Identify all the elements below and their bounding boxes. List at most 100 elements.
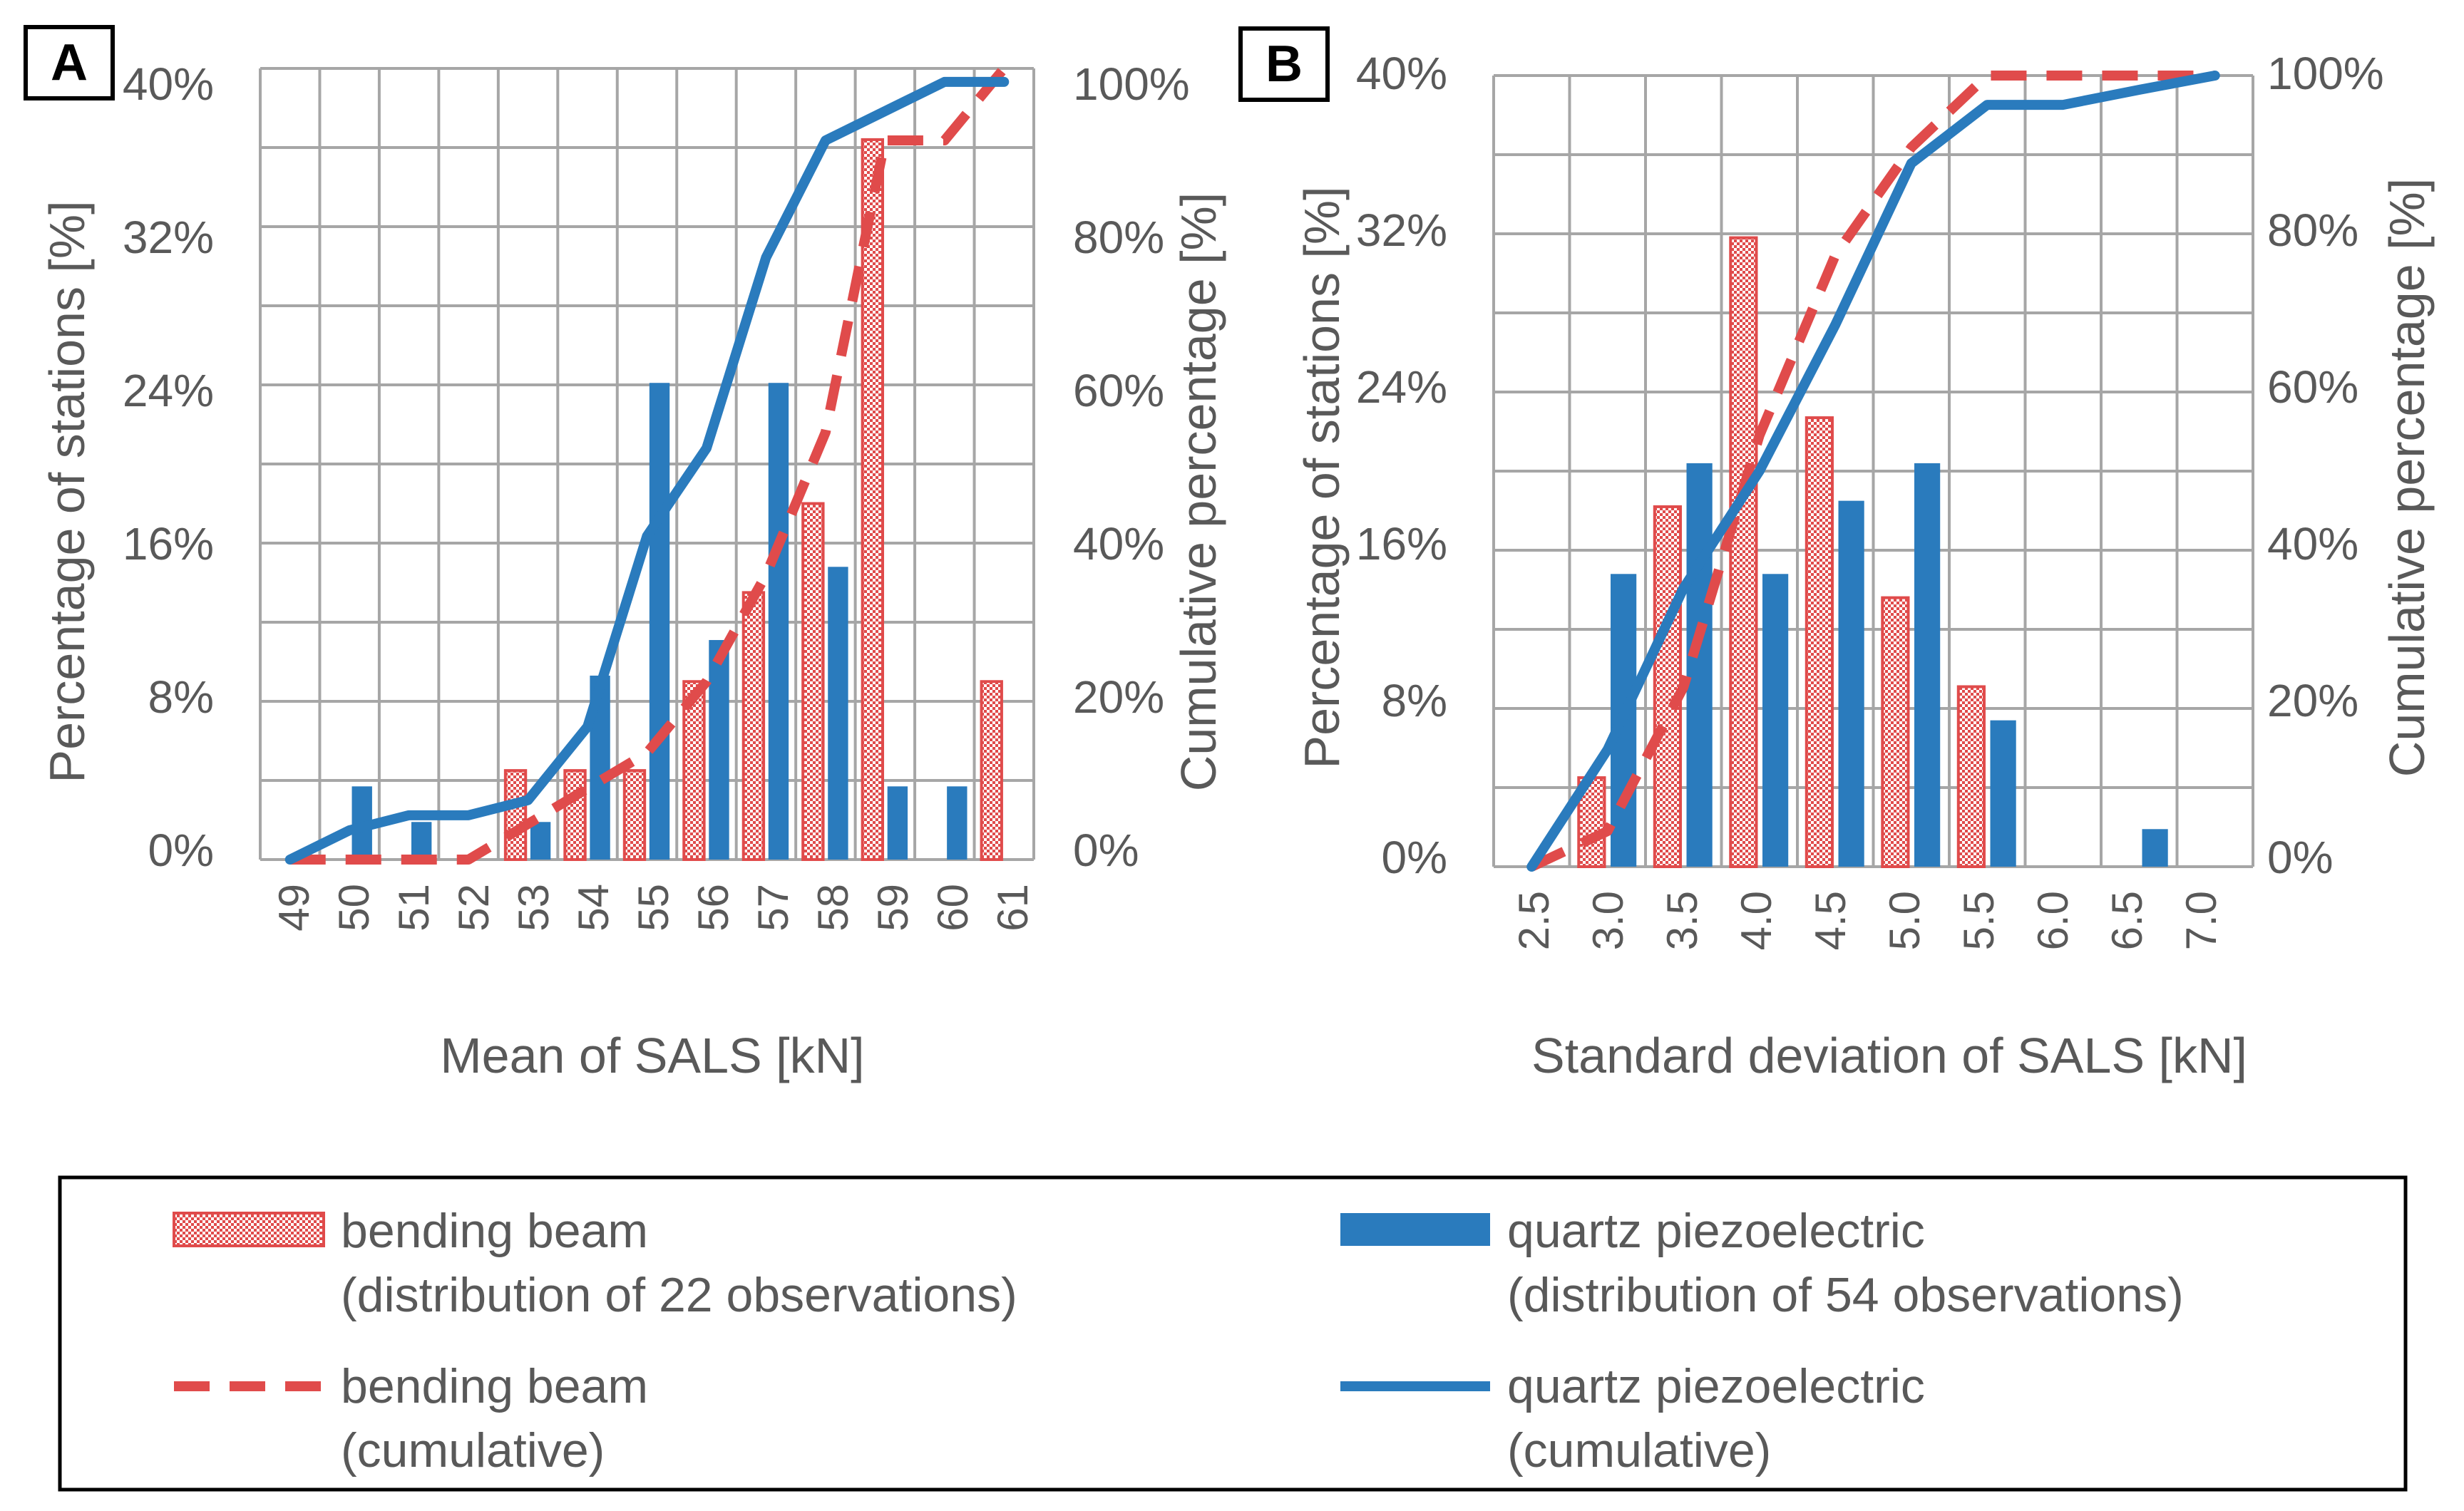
category-label: 5.0 (1881, 891, 1929, 950)
panel-a-bars (351, 138, 1003, 861)
bar-bending-beam (1653, 505, 1682, 868)
right-tick-label: 40% (2267, 518, 2358, 569)
bar-bending-beam (801, 502, 825, 861)
panel-a-category-labels: 49 50 51 52 53 54 55 56 57 58 59 60 61 (270, 884, 1037, 932)
left-axis-label: Percentage of stations [%] (1294, 186, 1350, 768)
legend-label-quartz-distribution: quartz piezoelectric (1507, 1204, 1925, 1258)
category-label: 56 (689, 884, 737, 932)
panel-a-left-ticks: 0% 8% 16% 24% 32% 40% (123, 58, 214, 876)
bar-quartz-piezoelectric (649, 383, 670, 860)
bar-quartz-piezoelectric (1762, 574, 1789, 867)
right-tick-label: 100% (1073, 58, 1190, 110)
left-tick-label: 40% (1356, 48, 1447, 99)
panel-letter: A (51, 34, 88, 91)
panel-b-right-ticks: 0% 20% 40% 60% 80% 100% (2267, 48, 2384, 883)
panel-b: 0% 8% 16% 24% 32% 40% 0% 20% 40% 60% 80%… (1238, 26, 2435, 1083)
category-label: 60 (929, 884, 977, 932)
bar-bending-beam (622, 769, 647, 861)
left-tick-label: 24% (123, 365, 214, 416)
right-tick-label: 0% (1073, 825, 1139, 876)
bar-quartz-piezoelectric (1838, 500, 1864, 867)
panel-a: 0% 8% 16% 24% 32% 40% 0% 20% 40% 60% 80%… (24, 25, 1226, 1083)
panel-letter: B (1266, 36, 1303, 93)
bar-quartz-piezoelectric (1914, 463, 1941, 867)
x-axis-label: Standard deviation of SALS [kN] (1531, 1028, 2247, 1083)
right-tick-label: 100% (2267, 48, 2384, 99)
bar-bending-beam (503, 769, 528, 861)
bar-quartz-piezoelectric (887, 786, 908, 860)
category-label: 6.0 (2029, 891, 2077, 950)
category-label: 6.5 (2103, 891, 2151, 950)
panel-b-category-labels: 2.5 3.0 3.5 4.0 4.5 5.0 5.5 6.0 6.5 7.0 (1510, 891, 2225, 950)
panel-b-lines (1526, 71, 2220, 872)
category-label: 57 (749, 884, 797, 932)
left-tick-label: 8% (1382, 675, 1448, 726)
bar-quartz-piezoelectric (530, 822, 551, 860)
right-tick-label: 20% (2267, 675, 2358, 726)
right-tick-label: 60% (1073, 365, 1164, 416)
category-label: 7.0 (2177, 891, 2225, 950)
right-tick-label: 60% (2267, 361, 2358, 413)
bar-bending-beam (563, 769, 587, 861)
legend-sublabel-quartz-cumulative: (cumulative) (1507, 1423, 1771, 1478)
category-label: 3.5 (1658, 891, 1706, 950)
category-label: 2.5 (1510, 891, 1558, 950)
left-tick-label: 16% (123, 518, 214, 569)
panel-letter-box (24, 25, 115, 100)
panel-a-right-ticks: 0% 20% 40% 60% 80% 100% (1073, 58, 1190, 876)
right-tick-label: 80% (2267, 205, 2358, 256)
bar-bending-beam (1956, 685, 1986, 868)
panel-b-left-ticks: 0% 8% 16% 24% 32% 40% (1356, 48, 1447, 883)
panel-letter-box (1238, 26, 1330, 102)
x-axis-label: Mean of SALS [kN] (440, 1028, 864, 1083)
legend-sublabel-bending-beam-distribution: (distribution of 22 observations) (341, 1268, 1017, 1322)
bar-quartz-piezoelectric (2142, 829, 2168, 867)
right-tick-label: 20% (1073, 671, 1164, 723)
bar-bending-beam (1729, 236, 1758, 868)
category-label: 49 (270, 884, 318, 932)
category-label: 52 (450, 884, 498, 932)
left-axis-label: Percentage of stations [%] (39, 200, 95, 783)
bar-bending-beam (1805, 416, 1834, 868)
bar-quartz-piezoelectric (768, 383, 789, 860)
bar-quartz-piezoelectric (828, 567, 848, 860)
legend-label-quartz-cumulative: quartz piezoelectric (1507, 1359, 1925, 1413)
legend-label-bending-beam-distribution: bending beam (341, 1204, 648, 1258)
right-axis-label: Cumulative percentage [%] (2379, 178, 2435, 777)
right-tick-label: 0% (2267, 832, 2334, 883)
category-label: 4.5 (1807, 891, 1854, 950)
panel-b-bars (1577, 236, 2168, 868)
line-bending-beam-cumulative (289, 65, 1008, 865)
legend-swatch-bending-beam-distribution (173, 1212, 325, 1247)
left-tick-label: 0% (1382, 832, 1448, 883)
bar-quartz-piezoelectric (947, 786, 967, 860)
category-label: 5.5 (1955, 891, 2003, 950)
category-label: 58 (809, 884, 857, 932)
bar-bending-beam (682, 680, 706, 861)
bar-quartz-piezoelectric (411, 822, 432, 860)
left-tick-label: 0% (148, 825, 215, 876)
left-tick-label: 32% (123, 212, 214, 263)
bar-bending-beam (1881, 596, 1910, 868)
left-tick-label: 16% (1356, 518, 1447, 569)
panel-b-grid (1492, 74, 2254, 868)
legend-box (58, 1175, 2408, 1492)
category-label: 54 (570, 884, 617, 932)
left-tick-label: 24% (1356, 361, 1447, 413)
bar-quartz-piezoelectric (709, 639, 729, 860)
left-tick-label: 32% (1356, 205, 1447, 256)
left-tick-label: 40% (123, 58, 214, 110)
legend: bending beam (distribution of 22 observa… (58, 1175, 2408, 1492)
legend-swatch-quartz-distribution (1340, 1213, 1490, 1246)
category-label: 61 (989, 884, 1037, 932)
line-quartz-piezoelectric-cumulative (284, 76, 1010, 865)
category-label: 3.0 (1584, 891, 1632, 950)
category-label: 51 (390, 884, 438, 932)
category-label: 53 (510, 884, 558, 932)
bar-bending-beam (741, 591, 766, 861)
right-tick-label: 40% (1073, 518, 1164, 569)
panel-a-grid (259, 67, 1035, 861)
legend-sublabel-bending-beam-cumulative: (cumulative) (341, 1423, 605, 1478)
category-label: 50 (330, 884, 378, 932)
